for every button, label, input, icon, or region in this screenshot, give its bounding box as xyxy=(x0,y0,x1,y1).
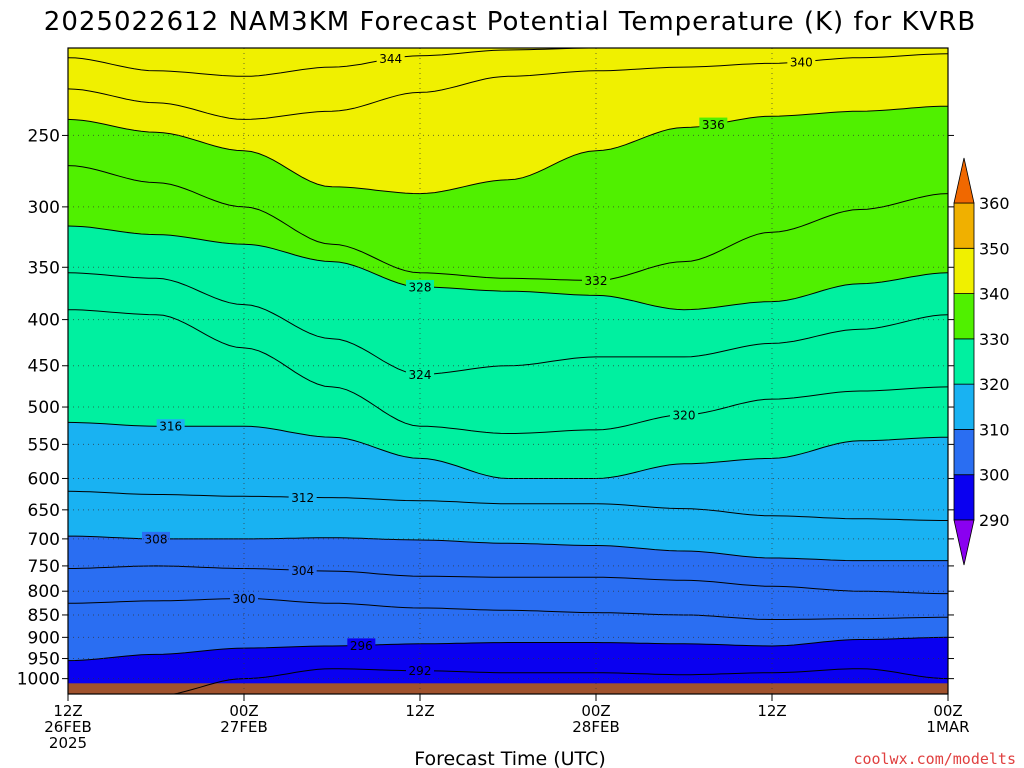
colorbar-label: 350 xyxy=(979,239,1010,258)
isentrope-label-bg xyxy=(670,407,698,422)
colorbar-label: 360 xyxy=(979,194,1010,213)
isentrope-label: 340 xyxy=(790,55,813,69)
colorbar-segment-320 xyxy=(953,338,975,385)
chart-title: 2025022612 NAM3KM Forecast Potential Tem… xyxy=(44,7,976,37)
y-tick-label: 800 xyxy=(28,582,60,602)
colorbar-segment-340 xyxy=(953,247,975,294)
colorbar-under-arrow xyxy=(953,519,975,566)
isentrope-292 xyxy=(171,668,948,694)
isentrope-328 xyxy=(68,225,948,311)
isentrope-label-bg xyxy=(156,419,185,434)
colorbar-segment-300 xyxy=(953,429,975,476)
colorbar-segment-330 xyxy=(953,293,975,340)
x-tick-label: 27FEB xyxy=(220,718,267,736)
x-tick-label: 2025 xyxy=(49,734,87,752)
x-tick-label: 12Z xyxy=(53,702,82,720)
isentrope-300 xyxy=(68,598,948,620)
isentrope-label: 324 xyxy=(409,368,432,382)
plot-area xyxy=(68,48,948,694)
isentrope-label-bg xyxy=(142,531,170,546)
x-tick-label: 00Z xyxy=(933,702,962,720)
colorbar-label: 320 xyxy=(979,375,1010,394)
y-tick-label: 950 xyxy=(28,650,60,670)
y-tick-label: 650 xyxy=(28,501,60,521)
isentrope-312 xyxy=(68,490,948,521)
colorbar: 290 300 310 320 330 340 350 360 xyxy=(953,157,1010,566)
isentrope-label-bg xyxy=(406,279,434,294)
y-tick-label: 450 xyxy=(28,357,60,377)
isentrope-label: 308 xyxy=(145,532,168,546)
isentrope-304 xyxy=(68,565,948,595)
colorbar-label: 340 xyxy=(979,285,1010,304)
y-tick-label: 850 xyxy=(28,606,60,626)
x-tick-label: 12Z xyxy=(757,702,786,720)
isentrope-label: 328 xyxy=(409,280,432,294)
ground-surface xyxy=(68,683,948,694)
colorbar-over-arrow xyxy=(953,157,975,204)
isentrope-label-bg xyxy=(787,54,816,69)
colorbar-segment-350 xyxy=(953,202,975,249)
colorbar-segment-310 xyxy=(953,383,975,430)
grid-lines xyxy=(67,48,949,694)
isentrope-344 xyxy=(68,48,714,77)
isentrope-label-bg xyxy=(582,273,610,288)
isentrope-296 xyxy=(68,636,948,662)
isentrope-label-bg xyxy=(699,117,728,132)
colorbar-segment-290 xyxy=(953,474,975,521)
credit-link[interactable]: coolwx.com/modelts xyxy=(853,750,1016,768)
isentrope-label-bg xyxy=(288,563,317,578)
x-axis-label: Forecast Time (UTC) xyxy=(414,748,605,768)
x-tick-label: 12Z xyxy=(405,702,434,720)
y-axis: 2503003504004505005506006507007508008509… xyxy=(17,126,954,690)
isentrope-label: 336 xyxy=(702,118,725,132)
isentrope-308 xyxy=(68,535,948,562)
y-tick-label: 350 xyxy=(28,258,60,278)
isentrope-label: 292 xyxy=(409,664,432,678)
x-tick-label: 1MAR xyxy=(926,718,969,736)
isentrope-320 xyxy=(68,309,948,434)
y-tick-label: 250 xyxy=(28,126,60,146)
colorbar-label: 300 xyxy=(979,466,1010,485)
y-tick-label: 500 xyxy=(28,398,60,418)
y-tick-label: 750 xyxy=(28,557,60,577)
isentrope-label-bg xyxy=(406,367,434,382)
y-tick-label: 550 xyxy=(28,435,60,455)
isentrope-label: 332 xyxy=(585,274,608,288)
x-tick-label: 26FEB xyxy=(44,718,91,736)
isentrope-336 xyxy=(68,105,948,195)
isentrope-label: 296 xyxy=(350,639,373,653)
y-tick-label: 400 xyxy=(28,311,60,331)
isentrope-332 xyxy=(68,165,948,282)
plot-frame xyxy=(67,47,949,695)
y-tick-label: 300 xyxy=(28,198,60,218)
isentrope-label-bg xyxy=(406,663,434,678)
isentrope-label: 320 xyxy=(673,408,696,422)
isentrope-label-bg xyxy=(288,490,317,505)
colorbar-label: 310 xyxy=(979,420,1010,439)
isentrope-label: 312 xyxy=(291,491,314,505)
isentrope-label: 316 xyxy=(159,420,182,434)
isentrope-label: 304 xyxy=(291,564,314,578)
isentrope-label-bg xyxy=(347,638,376,653)
isentrope-label: 344 xyxy=(379,52,402,66)
colorbar-label: 330 xyxy=(979,330,1010,349)
y-tick-label: 600 xyxy=(28,469,60,489)
isentrope-label-bg xyxy=(376,51,405,66)
x-tick-label: 00Z xyxy=(581,702,610,720)
y-tick-label: 900 xyxy=(28,628,60,648)
x-tick-label: 00Z xyxy=(229,702,258,720)
y-tick-label: 700 xyxy=(28,530,60,550)
y-tick-label: 1000 xyxy=(17,670,60,690)
colorbar-label: 290 xyxy=(979,511,1010,530)
x-tick-label: 28FEB xyxy=(572,718,619,736)
